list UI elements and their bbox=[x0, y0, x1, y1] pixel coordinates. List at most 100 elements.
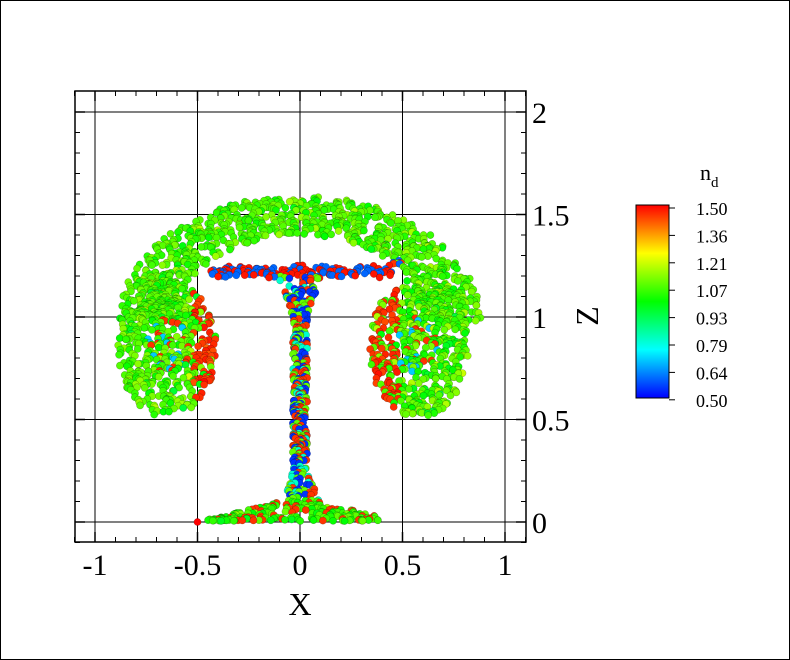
data-point bbox=[262, 213, 270, 221]
data-point bbox=[182, 311, 190, 320]
data-point bbox=[373, 516, 382, 525]
data-point bbox=[244, 216, 253, 225]
data-point bbox=[285, 197, 294, 206]
data-point bbox=[313, 274, 322, 283]
data-point bbox=[134, 360, 142, 368]
data-point bbox=[281, 203, 290, 212]
y-axis-label: Z bbox=[569, 306, 605, 326]
data-point bbox=[320, 232, 329, 241]
data-point bbox=[431, 374, 440, 383]
z-tick-label: 1.5 bbox=[532, 200, 570, 233]
data-point bbox=[130, 297, 138, 305]
data-point bbox=[424, 411, 433, 420]
data-point bbox=[193, 518, 202, 526]
data-point bbox=[301, 506, 310, 514]
data-point bbox=[456, 353, 464, 361]
data-point bbox=[397, 396, 405, 405]
data-point bbox=[453, 277, 462, 285]
data-point bbox=[177, 341, 186, 350]
data-point bbox=[319, 516, 327, 525]
colorbar-title-main: n bbox=[700, 160, 711, 185]
data-point bbox=[148, 261, 156, 270]
data-point bbox=[122, 335, 130, 344]
data-point bbox=[371, 213, 379, 222]
data-point bbox=[285, 229, 293, 238]
data-point bbox=[265, 273, 273, 282]
data-point bbox=[378, 252, 387, 260]
data-point bbox=[471, 316, 480, 325]
data-point bbox=[179, 373, 188, 382]
data-point bbox=[204, 233, 213, 242]
data-point bbox=[375, 273, 384, 282]
data-point bbox=[461, 329, 469, 338]
colorbar-label: 1.36 bbox=[696, 226, 728, 246]
data-point bbox=[232, 271, 241, 280]
data-point bbox=[243, 238, 252, 247]
data-point bbox=[414, 379, 423, 388]
colorbar-labels: 1.50 1.36 1.21 1.07 0.93 0.79 0.64 0.50 bbox=[669, 199, 728, 411]
colorbar-label: 0.50 bbox=[696, 391, 728, 411]
data-point bbox=[168, 341, 177, 349]
x-tick-label: 0.5 bbox=[384, 549, 422, 582]
data-point bbox=[408, 409, 417, 418]
colorbar-label: 0.79 bbox=[696, 336, 728, 356]
y-ticks: 0 0.5 1 1.5 2 bbox=[75, 97, 570, 543]
z-tick-label: 0 bbox=[532, 507, 547, 540]
data-point bbox=[214, 272, 223, 281]
data-point bbox=[169, 372, 177, 380]
data-point bbox=[426, 231, 435, 239]
data-point bbox=[240, 271, 249, 280]
data-point bbox=[148, 326, 156, 334]
x-axis-label: X bbox=[288, 586, 311, 622]
data-point bbox=[384, 333, 393, 342]
data-point bbox=[337, 272, 346, 281]
data-point bbox=[208, 516, 217, 525]
data-point bbox=[272, 206, 280, 215]
data-point bbox=[369, 270, 378, 278]
x-tick-label: 1 bbox=[498, 549, 513, 582]
data-point bbox=[154, 372, 163, 381]
data-point bbox=[249, 516, 258, 525]
scatter-points bbox=[114, 193, 485, 526]
data-point bbox=[250, 236, 258, 245]
data-point bbox=[393, 368, 401, 377]
data-point bbox=[115, 350, 123, 359]
data-point bbox=[200, 380, 208, 389]
data-point bbox=[349, 238, 358, 247]
data-point bbox=[229, 516, 238, 525]
data-point bbox=[438, 272, 447, 281]
data-point bbox=[327, 230, 336, 239]
data-point bbox=[329, 516, 337, 525]
data-point bbox=[334, 227, 343, 235]
data-point bbox=[197, 243, 206, 251]
data-point bbox=[172, 332, 181, 341]
data-point bbox=[217, 517, 225, 525]
data-point bbox=[266, 516, 275, 525]
data-point bbox=[472, 301, 481, 310]
data-point bbox=[158, 261, 167, 270]
x-tick-label: -1 bbox=[83, 549, 108, 582]
data-point bbox=[463, 351, 472, 360]
data-point bbox=[442, 386, 451, 395]
data-point bbox=[403, 291, 412, 299]
data-point bbox=[385, 327, 394, 335]
data-point bbox=[238, 516, 247, 525]
data-point bbox=[309, 516, 318, 525]
data-point bbox=[194, 342, 202, 351]
data-point bbox=[360, 269, 369, 278]
data-point bbox=[419, 375, 428, 383]
colorbar-title-subscript: d bbox=[711, 175, 719, 191]
data-point bbox=[187, 403, 196, 412]
data-point bbox=[446, 391, 455, 400]
data-point bbox=[115, 334, 124, 343]
x-ticks: -1 -0.5 0 0.5 1 bbox=[74, 91, 526, 582]
data-point bbox=[389, 403, 398, 411]
z-tick-label: 2 bbox=[532, 97, 547, 130]
x-tick-label: 0 bbox=[293, 549, 308, 582]
data-point bbox=[211, 252, 220, 261]
data-point bbox=[178, 284, 186, 293]
z-tick-label: 0.5 bbox=[532, 405, 570, 438]
data-point bbox=[221, 273, 230, 281]
data-point bbox=[367, 360, 376, 369]
